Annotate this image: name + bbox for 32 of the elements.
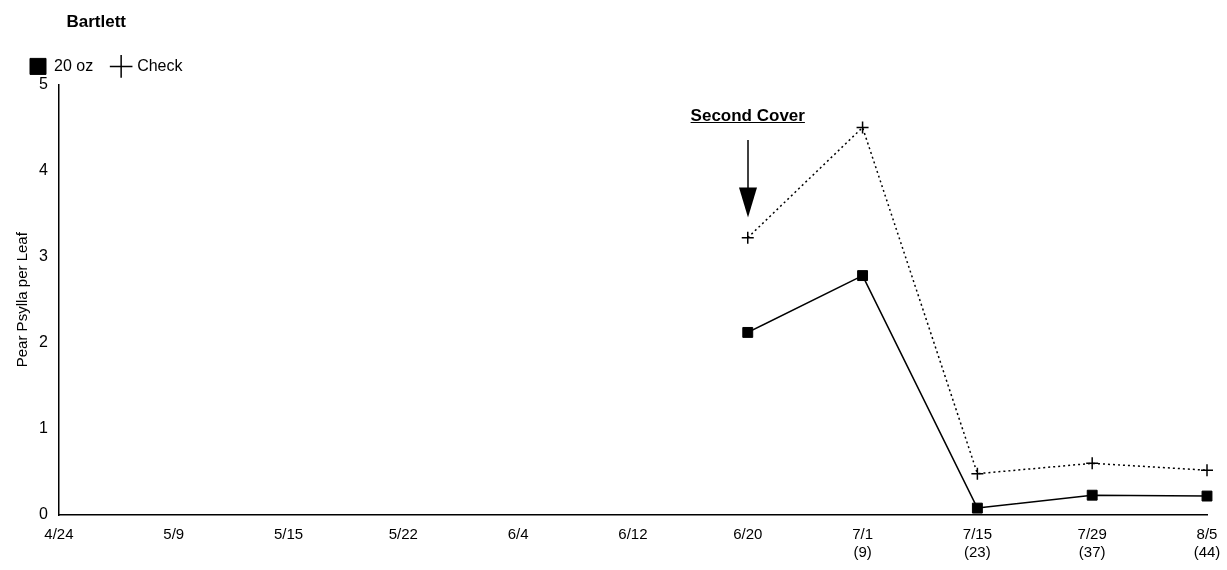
x-tick-label: 4/24 bbox=[44, 525, 74, 543]
x-tick-label: 6/12 bbox=[618, 525, 648, 543]
x-tick-label: 5/22 bbox=[388, 525, 418, 543]
point bbox=[741, 230, 755, 245]
point bbox=[1085, 456, 1099, 471]
x-tick-label: 7/15 (23) bbox=[962, 525, 992, 561]
point bbox=[1201, 490, 1213, 502]
x-tick-label: 8/5 (44) bbox=[1193, 525, 1221, 561]
x-tick-label: 7/1 (9) bbox=[852, 525, 873, 561]
y-axis-title: Pear Psylla per Leaf bbox=[13, 231, 31, 368]
point bbox=[970, 466, 985, 481]
point bbox=[857, 270, 869, 282]
x-tick-label: 7/29 (37) bbox=[1077, 525, 1107, 561]
y-tick-label: 0 bbox=[38, 505, 48, 523]
legend-label: 20 oz bbox=[54, 56, 94, 74]
x-tick-label: 6/4 bbox=[507, 525, 529, 543]
x-tick-label: 6/20 bbox=[733, 525, 763, 543]
y-tick-label: 1 bbox=[38, 419, 48, 437]
y-tick-label: 4 bbox=[38, 160, 48, 178]
point bbox=[971, 502, 983, 514]
point bbox=[855, 120, 870, 135]
point bbox=[1200, 463, 1214, 477]
point bbox=[1086, 489, 1098, 501]
x-tick-label: 5/15 bbox=[273, 525, 304, 543]
y-tick-label: 3 bbox=[38, 247, 48, 265]
annotation: Second Cover bbox=[690, 105, 805, 126]
legend-label: Check bbox=[137, 56, 184, 74]
point bbox=[742, 326, 754, 338]
y-tick-label: 2 bbox=[38, 333, 48, 351]
legend-title: Bartlett bbox=[66, 12, 127, 32]
y-tick-label: 5 bbox=[38, 74, 48, 92]
x-tick-label: 5/9 bbox=[163, 525, 185, 543]
